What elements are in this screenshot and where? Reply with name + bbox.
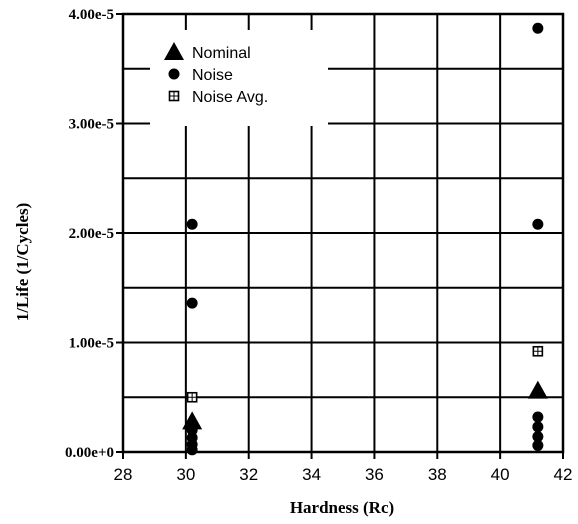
data-point-triangle xyxy=(527,380,548,399)
legend-entry-label: Noise Avg. xyxy=(192,89,268,106)
x-tick-label: 28 xyxy=(114,465,133,484)
legend-entry-label: Noise xyxy=(192,67,233,84)
x-tick-label: 30 xyxy=(176,465,195,484)
legend-marker-triangle xyxy=(164,42,184,60)
data-point-circle xyxy=(186,444,198,456)
plot-frame xyxy=(121,12,565,454)
data-point-circle xyxy=(532,431,544,443)
y-tick-label: 3.00e-5 xyxy=(69,117,114,133)
data-point-circle xyxy=(532,411,544,423)
data-point-circle xyxy=(532,218,544,230)
data-point-circle xyxy=(532,22,544,34)
data-point-circle xyxy=(186,297,198,309)
data-marks xyxy=(182,22,548,456)
y-axis-label: 1/Life (1/Cycles) xyxy=(13,203,32,322)
legend-box xyxy=(150,30,328,126)
data-point-circle xyxy=(532,439,544,451)
x-tick-label: 38 xyxy=(428,465,447,484)
x-tick-label: 32 xyxy=(239,465,258,484)
x-tick-label: 40 xyxy=(491,465,510,484)
y-tick-label: 4.00e-5 xyxy=(69,7,114,23)
x-tick-label: 42 xyxy=(554,465,573,484)
x-tick-label: 36 xyxy=(365,465,384,484)
data-point-circle xyxy=(186,218,198,230)
x-tick-label: 34 xyxy=(302,465,321,484)
legend-entry-label: Nominal xyxy=(192,45,251,62)
y-tick-label: 1.00e-5 xyxy=(69,336,114,352)
tick-labels: 28 30 32 34 36 38 40 42 0.00e+0 1.00e-5 2.00e-5 3.0… xyxy=(65,7,572,484)
legend-marker-circle xyxy=(168,68,180,80)
legend: Nominal Noise Noise Avg. xyxy=(150,30,328,126)
data-point-triangle xyxy=(182,411,203,430)
y-tick-label: 2.00e-5 xyxy=(69,226,114,242)
data-point-circle xyxy=(532,421,544,433)
y-tick-label: 0.00e+0 xyxy=(65,445,114,461)
x-axis-label: Hardness (Rc) xyxy=(290,498,394,517)
